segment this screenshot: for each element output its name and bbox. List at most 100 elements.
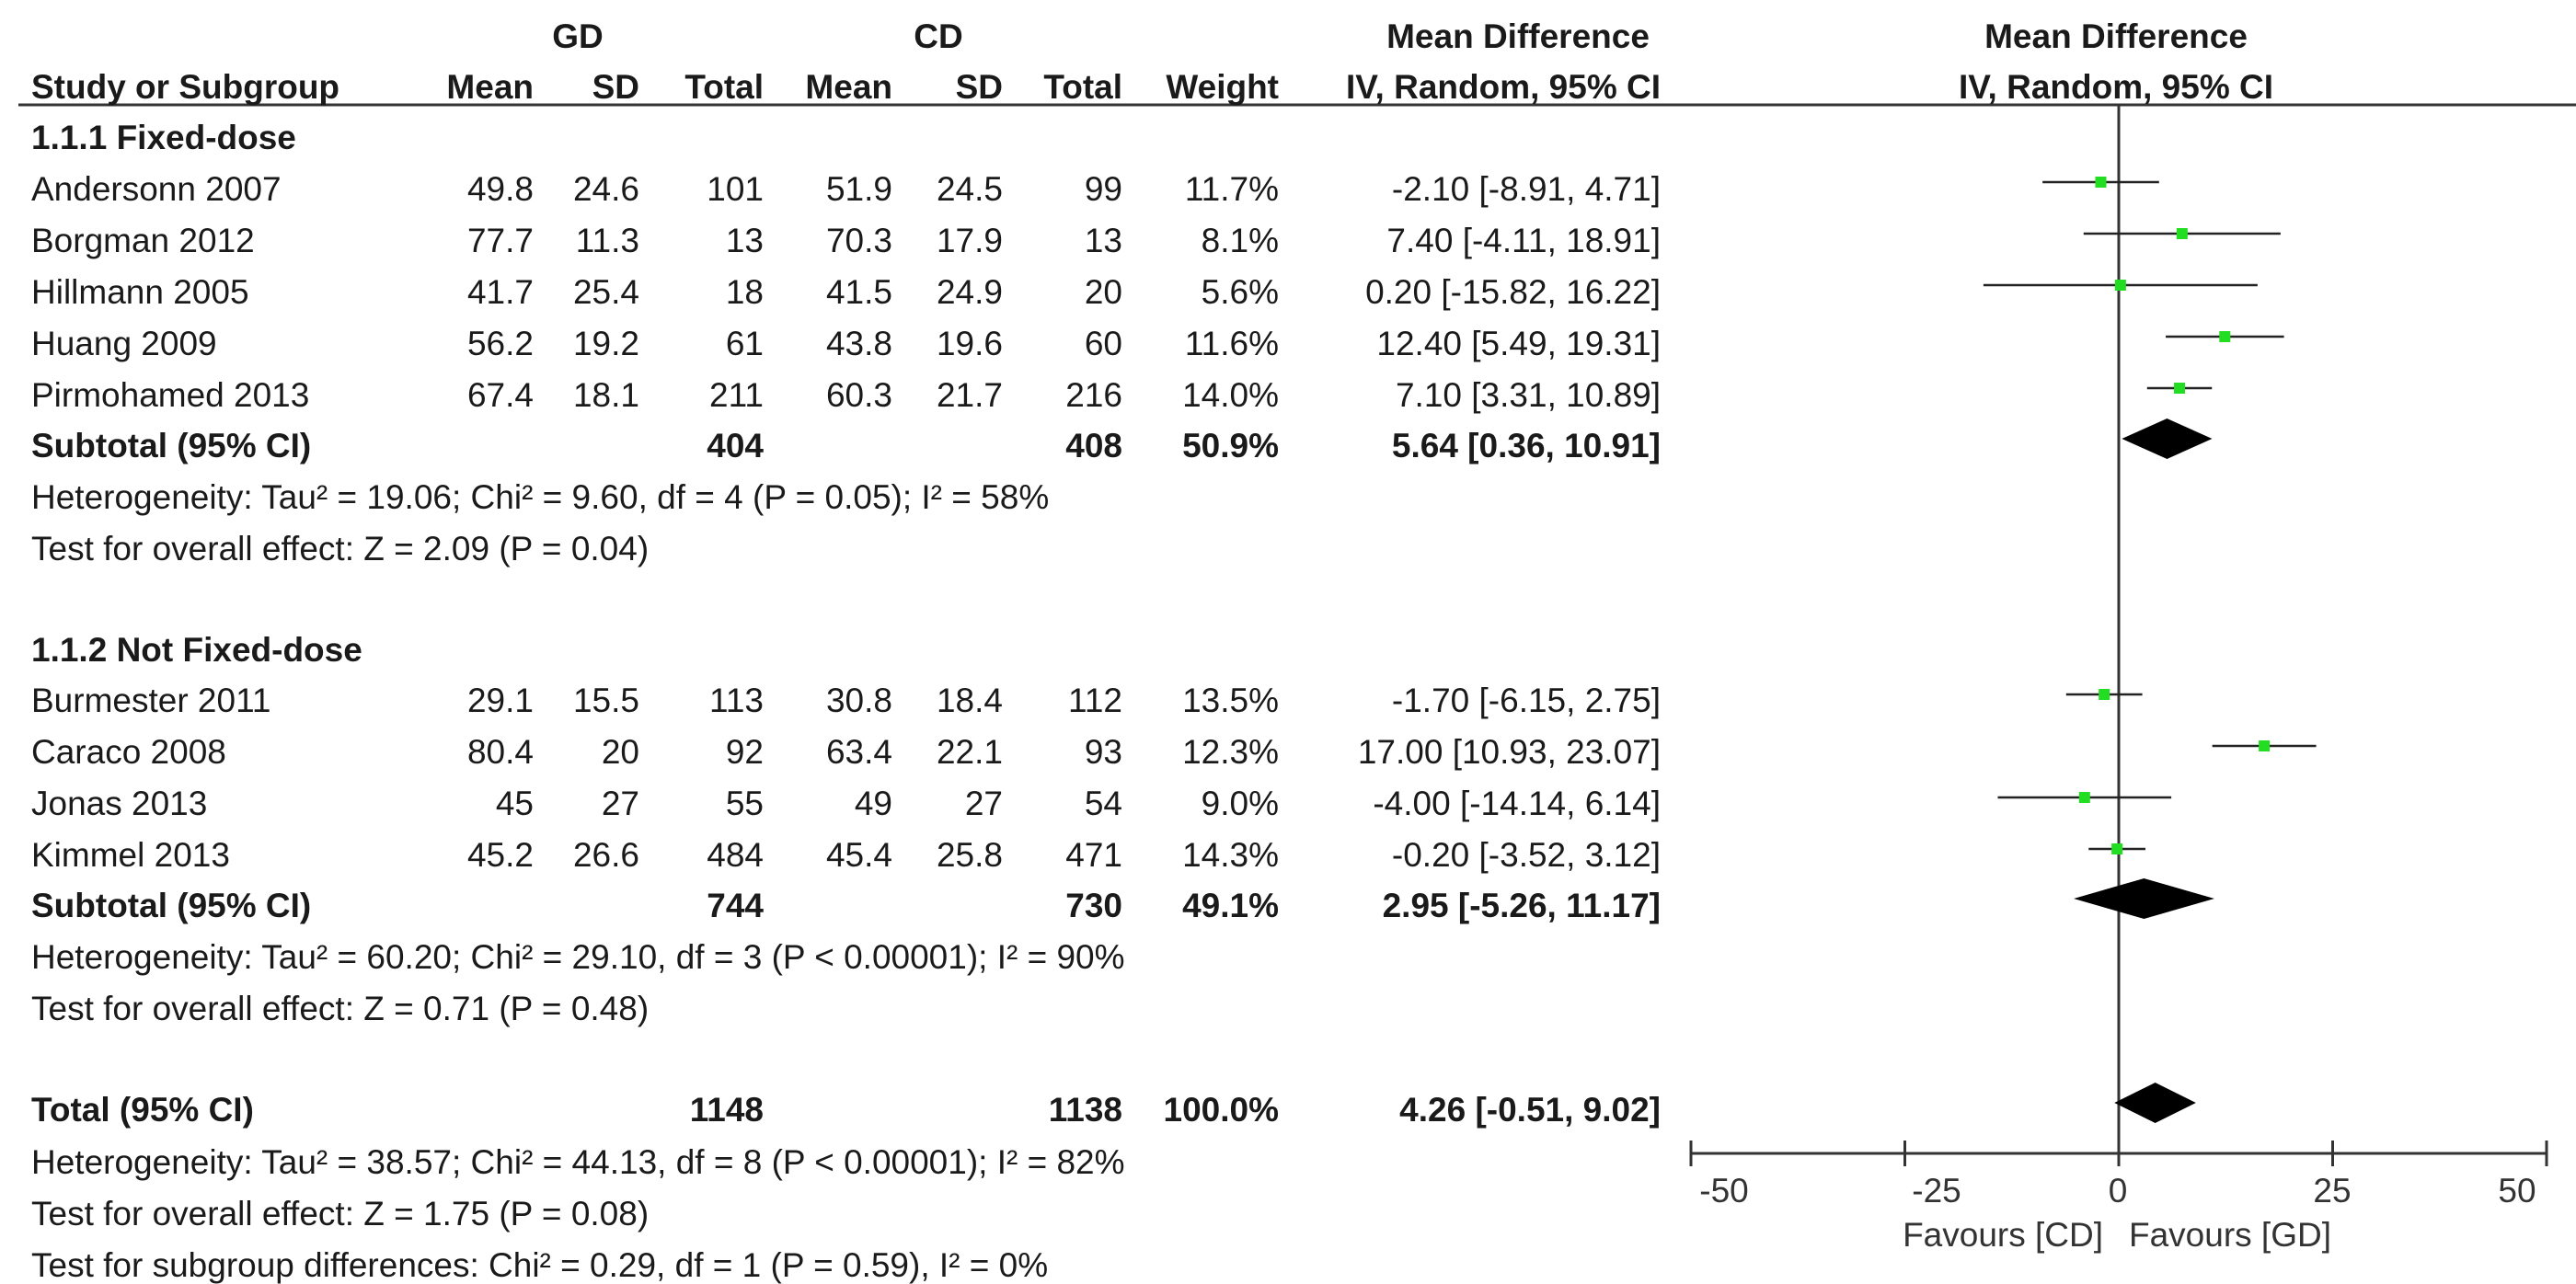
- pooled-estimate-diamond: [2122, 418, 2213, 459]
- cd-mean: 70.3: [825, 222, 892, 259]
- cd-mean: 45.4: [825, 836, 892, 874]
- subgroup-title: 1.1.1 Fixed-dose: [31, 119, 296, 156]
- study-name: Andersonn 2007: [31, 170, 282, 208]
- cd-mean: 43.8: [825, 325, 892, 362]
- weight: 11.6%: [1184, 325, 1279, 362]
- heterogeneity-text: Heterogeneity: Tau² = 60.20; Chi² = 29.1…: [31, 938, 1125, 976]
- total-label: Total (95% CI): [31, 1091, 254, 1129]
- cd-total: 730: [1065, 887, 1122, 924]
- gd-total: 18: [725, 273, 764, 311]
- gd-sd: 26.6: [572, 836, 639, 874]
- subtotal-label: Subtotal (95% CI): [31, 427, 312, 464]
- x-tick-label: -25: [1912, 1172, 1961, 1209]
- mean-difference-ci: 2.95 [-5.26, 11.17]: [1382, 887, 1661, 924]
- gd-mean: 45.2: [466, 836, 534, 874]
- mean-difference-ci: 4.26 [-0.51, 9.02]: [1399, 1091, 1661, 1129]
- x-tick-label: 0: [2108, 1172, 2128, 1209]
- md-group-header: Mean Difference: [1386, 17, 1650, 55]
- study-name: Caraco 2008: [31, 733, 226, 771]
- gd-sd: 20: [601, 733, 639, 771]
- gd-total: 61: [725, 325, 764, 362]
- gd-sd: 24.6: [572, 170, 639, 208]
- cd-sd: 24.9: [936, 273, 1003, 311]
- cd-mean: 30.8: [825, 682, 892, 719]
- cd-sd: 27: [964, 785, 1003, 822]
- overall-effect-text: Test for overall effect: Z = 0.71 (P = 0…: [31, 990, 650, 1027]
- cd-sd: 21.7: [936, 376, 1003, 414]
- point-estimate-marker: [2174, 383, 2186, 394]
- cd-sd: 18.4: [936, 682, 1003, 719]
- study-name: Pirmohamed 2013: [31, 376, 310, 414]
- weight: 9.0%: [1201, 785, 1279, 822]
- favours-right-label: Favours [GD]: [2129, 1216, 2331, 1254]
- mean-difference-ci: 7.10 [3.31, 10.89]: [1395, 376, 1661, 414]
- gd-total: 211: [709, 376, 764, 414]
- gd-group-header: GD: [552, 17, 604, 55]
- gd-total: 404: [707, 427, 764, 464]
- overall-effect-text: Test for overall effect: Z = 1.75 (P = 0…: [31, 1195, 650, 1232]
- pooled-estimate-diamond: [2074, 878, 2214, 919]
- cd-total: 216: [1065, 376, 1122, 414]
- gd-total: 101: [707, 170, 764, 208]
- weight: 8.1%: [1201, 222, 1279, 259]
- gd-sd: 19.2: [572, 325, 639, 362]
- gd-total: 744: [707, 887, 764, 924]
- mean-difference-ci: 17.00 [10.93, 23.07]: [1357, 733, 1661, 771]
- gd-mean: 56.2: [466, 325, 534, 362]
- heterogeneity-text: Heterogeneity: Tau² = 38.57; Chi² = 44.1…: [31, 1143, 1125, 1181]
- plot-group-header: Mean Difference: [1984, 17, 2248, 55]
- point-estimate-marker: [2259, 740, 2271, 751]
- mean-difference-ci: 12.40 [5.49, 19.31]: [1376, 325, 1661, 362]
- cd-sd: 17.9: [936, 222, 1003, 259]
- subgroup-title: 1.1.2 Not Fixed-dose: [31, 631, 362, 669]
- cd-sd: 25.8: [936, 836, 1003, 874]
- study-name: Burmester 2011: [31, 682, 271, 719]
- cd-total: 99: [1084, 170, 1122, 208]
- cd-mean-header: Mean: [805, 68, 892, 106]
- cd-total: 93: [1084, 733, 1122, 771]
- gd-mean: 29.1: [466, 682, 534, 719]
- gd-sd-header: SD: [592, 68, 639, 106]
- mean-difference-ci: 7.40 [-4.11, 18.91]: [1386, 222, 1661, 259]
- weight-header: Weight: [1166, 68, 1279, 106]
- gd-sd: 25.4: [572, 273, 639, 311]
- x-tick-label: 25: [2313, 1172, 2352, 1209]
- point-estimate-marker: [2111, 843, 2123, 854]
- weight: 5.6%: [1201, 273, 1279, 311]
- cd-sd: 19.6: [936, 325, 1003, 362]
- gd-sd: 18.1: [572, 376, 639, 414]
- study-name: Jonas 2013: [31, 785, 208, 822]
- study-name: Kimmel 2013: [31, 836, 230, 874]
- study-column-header: Study or Subgroup: [31, 68, 340, 106]
- overall-effect-text: Test for overall effect: Z = 2.09 (P = 0…: [31, 530, 650, 567]
- gd-total: 1148: [689, 1091, 764, 1129]
- plot-method-header: IV, Random, 95% CI: [1958, 68, 2273, 106]
- study-name: Huang 2009: [31, 325, 217, 362]
- point-estimate-marker: [2219, 331, 2231, 342]
- mean-difference-ci: -0.20 [-3.52, 3.12]: [1391, 836, 1661, 874]
- weight: 14.3%: [1182, 836, 1279, 874]
- gd-mean: 67.4: [466, 376, 534, 414]
- study-name: Borgman 2012: [31, 222, 255, 259]
- weight: 50.9%: [1182, 427, 1279, 464]
- cd-total: 471: [1065, 836, 1122, 874]
- point-estimate-marker: [2078, 792, 2090, 803]
- cd-total: 54: [1084, 785, 1122, 822]
- weight: 11.7%: [1184, 170, 1279, 208]
- gd-total: 92: [725, 733, 764, 771]
- gd-total-header: Total: [684, 68, 764, 106]
- gd-total: 484: [707, 836, 764, 874]
- gd-mean: 41.7: [466, 273, 534, 311]
- cd-mean: 60.3: [825, 376, 892, 414]
- study-name: Hillmann 2005: [31, 273, 249, 311]
- point-estimate-marker: [2176, 228, 2188, 239]
- gd-sd: 15.5: [572, 682, 639, 719]
- weight: 100.0%: [1163, 1091, 1280, 1129]
- point-estimate-marker: [2099, 689, 2110, 700]
- gd-mean: 49.8: [466, 170, 534, 208]
- gd-total: 55: [725, 785, 764, 822]
- cd-sd: 24.5: [936, 170, 1003, 208]
- x-tick-label: 50: [2498, 1172, 2536, 1209]
